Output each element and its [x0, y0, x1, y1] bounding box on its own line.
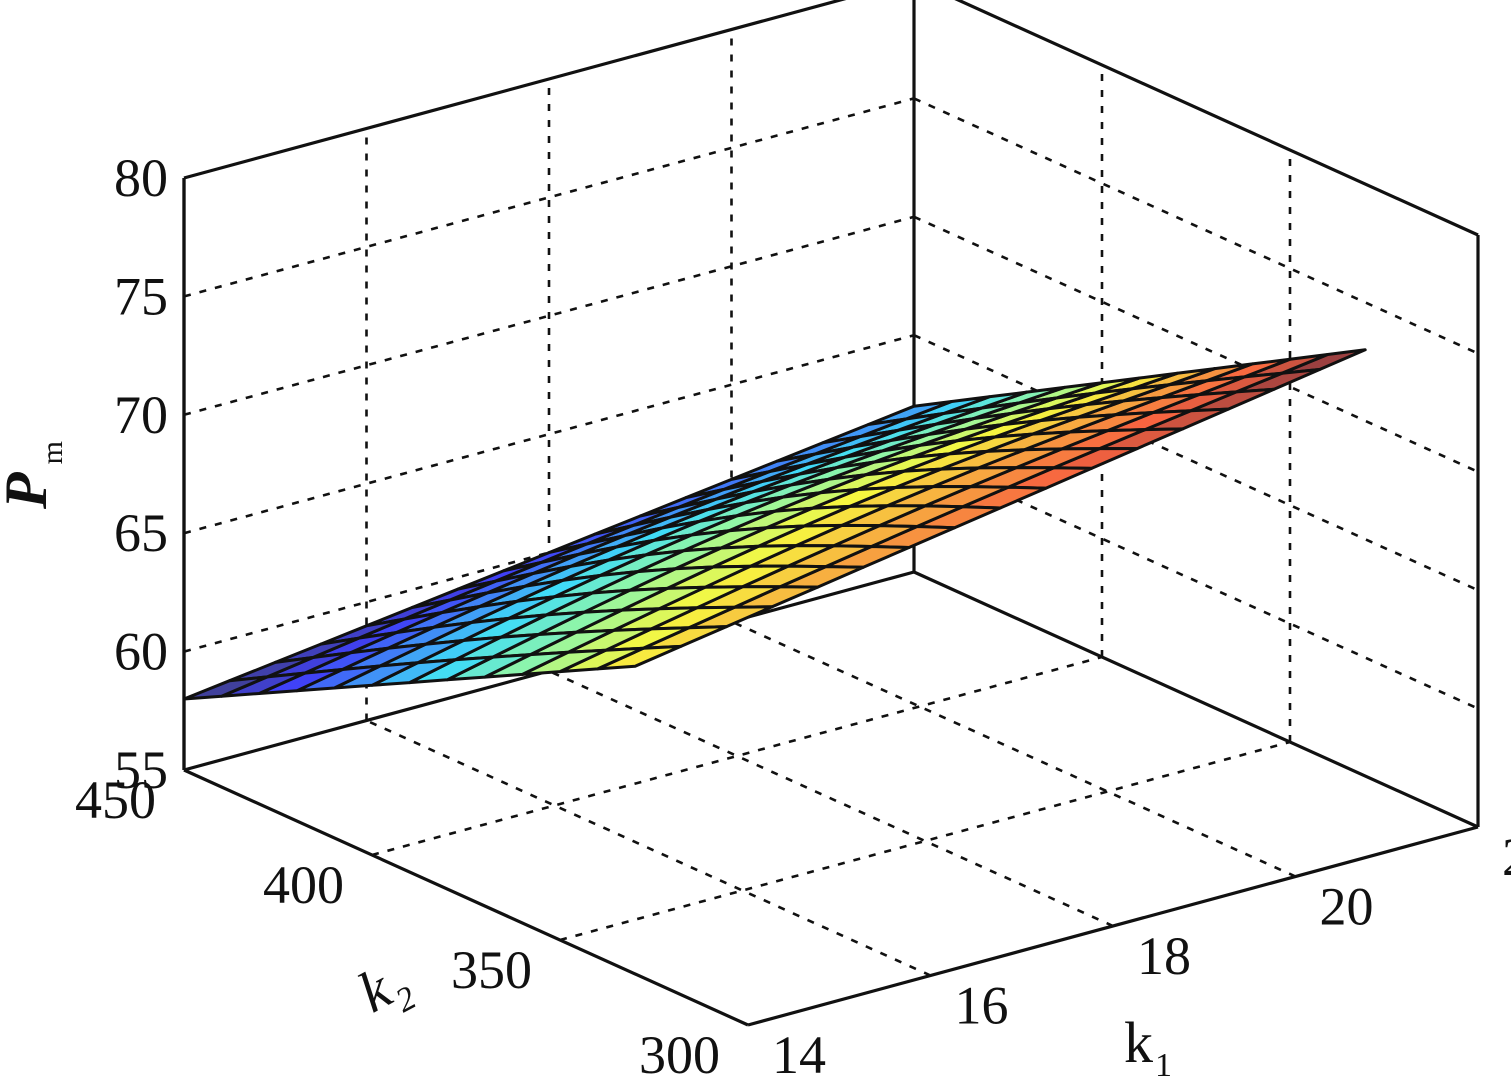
- z-tick-label: 70: [114, 385, 168, 445]
- axes-frame-back: [182, 0, 1480, 829]
- z-tick-label: 65: [114, 503, 168, 563]
- k1-tick-label: 14: [772, 1025, 826, 1084]
- frame-k1-axis-edge: [747, 825, 1479, 1027]
- grid-sidewall-z-line: [913, 334, 1479, 592]
- z-axis-label: Pm: [0, 441, 69, 510]
- surface-mesh: [182, 348, 1367, 701]
- k2-tick-label: 450: [75, 770, 156, 830]
- grid-floor-k1-line: [365, 719, 932, 977]
- z-axis-label-sub: m: [36, 441, 69, 464]
- k1-tick-label: 22: [1502, 827, 1511, 887]
- k2-axis-label: k2: [348, 947, 422, 1033]
- k1-tick-labels: 14 16 18 20 22: [772, 827, 1511, 1084]
- svg-text:k1: k1: [1124, 1010, 1172, 1084]
- z-tick-label: 60: [114, 622, 168, 682]
- surface-cell: [182, 675, 269, 701]
- grid-backwall-z-line: [183, 333, 915, 535]
- k2-tick-labels: 300 350 400 450: [75, 770, 720, 1084]
- k2-tick-label: 400: [263, 855, 344, 915]
- grid-sidewall-z-line: [913, 452, 1479, 710]
- z-tick-label: 80: [114, 148, 168, 208]
- frame-floor-right-edge: [913, 570, 1479, 829]
- z-tick-label: 55: [114, 740, 168, 800]
- k1-tick-label: 18: [1137, 926, 1191, 986]
- k1-tick-label: 20: [1320, 877, 1374, 937]
- grid-floor-k1-line: [548, 669, 1114, 928]
- grid-sidewall-z-line: [913, 215, 1479, 473]
- grid-backwall-z-line: [183, 215, 915, 417]
- grid-sidewall-z-line: [913, 97, 1479, 355]
- k2-tick-label: 350: [451, 940, 532, 1000]
- z-axis-label-main: P: [0, 471, 59, 510]
- k2-tick-label: 300: [639, 1025, 720, 1084]
- svg-text:Pm: Pm: [0, 441, 69, 510]
- z-tick-label: 75: [114, 266, 168, 326]
- frame-k2-axis-edge: [183, 768, 749, 1027]
- k1-axis-label-sub: 1: [1155, 1047, 1172, 1084]
- k1-axis-label: k1: [1124, 1010, 1172, 1084]
- k1-axis-label-main: k: [1124, 1010, 1153, 1075]
- grid-backwall-z-line: [183, 97, 915, 298]
- grid-floor-k1-line: [730, 620, 1297, 878]
- z-tick-labels: 55 60 65 70 75 80: [114, 148, 168, 800]
- grid-floor-k2-line: [371, 655, 1103, 857]
- axes-frame-front: [182, 178, 1479, 1027]
- svg-text:k2: k2: [348, 947, 422, 1033]
- frame-side-top-edge: [954, 0, 1479, 237]
- frame-back-top-edge: [183, 0, 847, 180]
- grid-floor-k2-line: [559, 740, 1291, 942]
- k1-tick-label: 16: [955, 976, 1009, 1036]
